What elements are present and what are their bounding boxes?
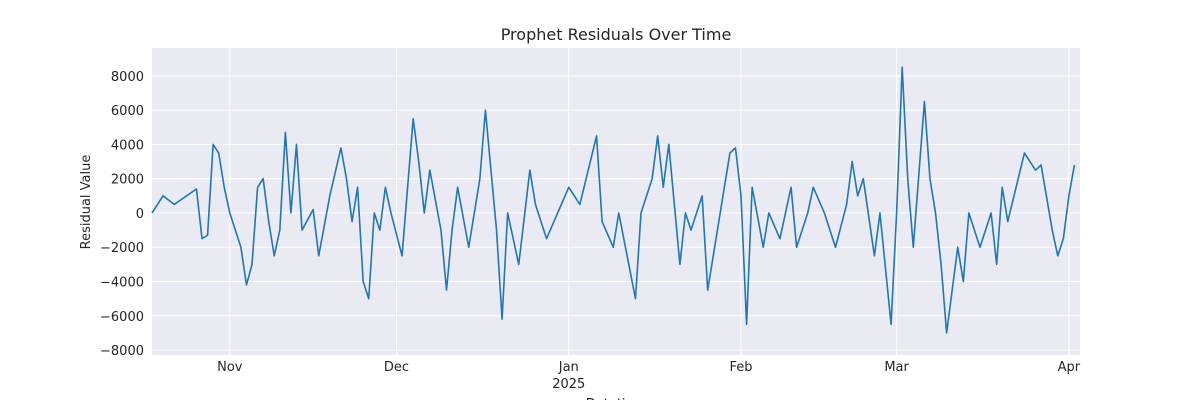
x-tick-label: Jan 2025 [552,360,585,392]
y-tick-label: 8000 [111,70,144,85]
y-tick-label: −4000 [100,276,144,291]
x-tick-label: Dec [384,360,409,375]
x-axis-label: Datetime [586,397,646,400]
x-tick-label: Feb [730,360,753,375]
y-tick-label: 0 [136,207,144,222]
chart-title: Prophet Residuals Over Time [501,25,732,44]
series-line [151,66,1076,334]
y-axis-label: Residual Value [79,155,94,250]
labels: −8000 −6000 −4000 −2000 0 2000 4000 6000 8000 Nov… [100,70,1081,392]
x-tick-label: Apr [1058,360,1081,375]
y-tick-label: −2000 [100,241,144,256]
plot-area [152,48,1080,355]
y-tick-label: −8000 [100,344,144,359]
y-tick-label: 2000 [111,173,144,188]
y-tick-label: 6000 [111,104,144,119]
y-tick-label: 4000 [111,138,144,153]
marks [151,66,1076,334]
x-tick-label: Mar [884,360,909,375]
x-tick-label: Nov [217,360,243,375]
y-tick-label: −6000 [100,310,144,325]
